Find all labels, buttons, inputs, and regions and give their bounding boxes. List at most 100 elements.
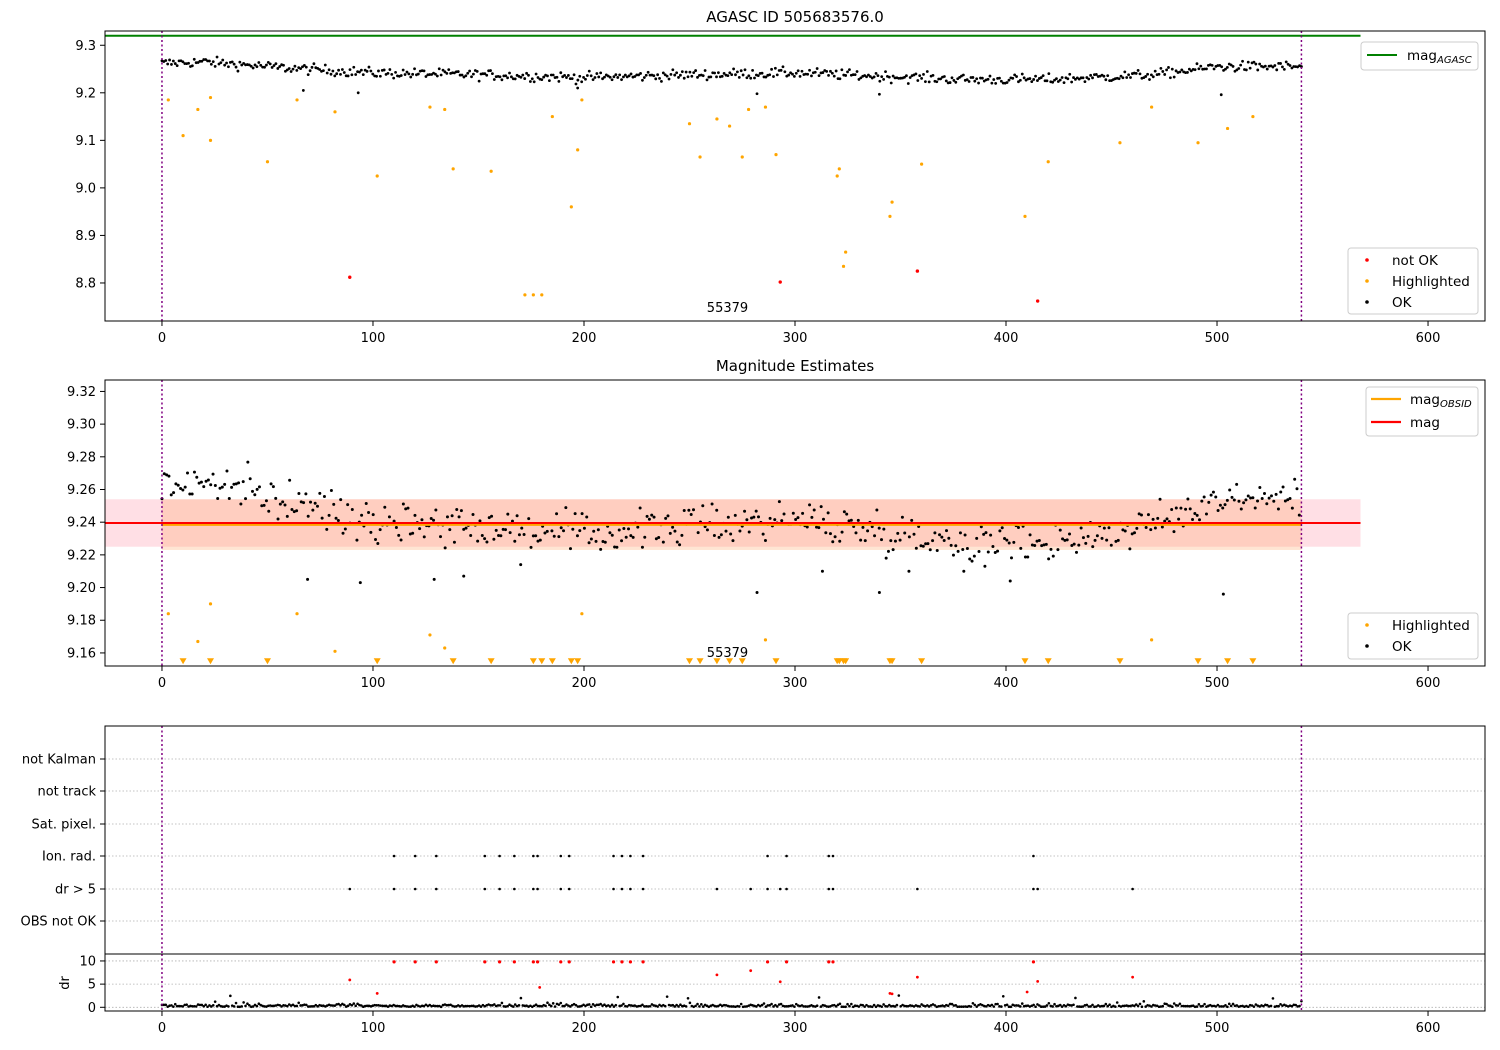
ok-point (311, 508, 315, 512)
dr-ok-point (722, 1003, 726, 1007)
y-tick-label: 9.26 (67, 483, 96, 498)
legend-label: OK (1392, 295, 1413, 311)
ok-point (1066, 77, 1070, 81)
ok-point (773, 518, 777, 522)
ok-point (940, 535, 944, 539)
x-tick-label: 600 (1416, 1021, 1441, 1036)
ok-point (435, 74, 439, 78)
offscale-marker (1249, 658, 1257, 665)
dr-ok-point (679, 1003, 682, 1007)
ok-point (1262, 491, 1266, 495)
dr-gt5-point (567, 887, 571, 891)
ok-point (1219, 93, 1223, 97)
highlighted-point (740, 155, 744, 159)
ok-point (1042, 543, 1046, 547)
dr-ok-point (1045, 1004, 1049, 1007)
ok-point (580, 80, 584, 84)
ok-point (924, 80, 927, 84)
x-tick-label: 500 (1205, 1021, 1230, 1036)
ok-point (441, 68, 445, 72)
ok-point (1028, 77, 1032, 80)
ok-point (783, 70, 787, 74)
ok-point (455, 508, 459, 512)
ok-point (547, 79, 551, 83)
ok-point (545, 529, 549, 533)
legend-label: not OK (1392, 253, 1439, 269)
highlighted-point (523, 293, 527, 297)
ok-point (1163, 73, 1167, 76)
dr-ok-point (954, 1004, 958, 1007)
ok-point (295, 509, 299, 513)
ok-point (925, 70, 929, 73)
dr-ok-point (380, 1004, 384, 1008)
dr-ok-point (774, 1003, 777, 1007)
ok-point (462, 574, 466, 578)
dr-ok-point (350, 1003, 354, 1007)
ok-point (848, 68, 851, 72)
ok-point (595, 72, 599, 75)
offscale-marker (918, 658, 926, 665)
ok-point (947, 536, 951, 540)
highlighted-point (888, 214, 892, 219)
ok-point (673, 529, 677, 533)
ok-point (1139, 513, 1143, 517)
dr-ok-point (591, 1003, 595, 1006)
dr-ok-point (603, 1003, 606, 1007)
ok-point (490, 514, 494, 518)
dr-ok-point (339, 1004, 342, 1007)
ok-point (1083, 80, 1087, 84)
ok-point (977, 549, 981, 553)
ok-point (422, 69, 426, 73)
ok-point (1055, 77, 1058, 81)
dr-ok-point (449, 1003, 452, 1007)
dr-ok-point (1210, 1004, 1214, 1008)
ok-point (880, 538, 884, 542)
dr-ok-point (466, 1004, 470, 1008)
dr-ok-point (794, 1002, 798, 1006)
ok-point (508, 71, 511, 75)
dr-ok-point (1108, 1003, 1111, 1006)
dr-ok-point (684, 1005, 688, 1008)
dr-ok-point (373, 1003, 376, 1007)
dr-ok-point (342, 1003, 346, 1007)
ok-point (872, 75, 876, 79)
ok-point (680, 533, 684, 537)
ok-point (739, 69, 743, 73)
ok-point (1158, 497, 1162, 501)
ok-point (944, 79, 948, 83)
dr-ok-point (234, 1001, 238, 1005)
ok-point (525, 71, 528, 75)
ok-point (1170, 67, 1174, 71)
ok-point (576, 86, 580, 90)
dr-gt5-point (766, 887, 769, 891)
ok-point (973, 79, 977, 83)
ok-point (675, 71, 679, 75)
dr-ok-point (903, 1004, 906, 1008)
dr-ok-point (1091, 1003, 1094, 1007)
dr-ok-point (927, 1005, 931, 1008)
ok-point (306, 73, 310, 77)
dr-ok-point (943, 1005, 946, 1008)
ok-point (994, 82, 998, 85)
dr-ok-point (992, 1005, 996, 1008)
ok-point (552, 534, 556, 538)
dr-ok-point (557, 1003, 561, 1006)
dr-ok-point (918, 1005, 922, 1008)
ok-point (225, 61, 228, 65)
x-tick-label: 200 (572, 676, 597, 691)
ok-point (599, 71, 603, 75)
ok-point (750, 516, 754, 520)
dr-ok-point (337, 1002, 340, 1006)
ok-point (188, 492, 192, 496)
ok-point (1005, 538, 1009, 542)
ok-point (859, 538, 863, 542)
ok-point (832, 74, 836, 78)
highlighted-point (1225, 126, 1230, 131)
offscale-marker (529, 658, 537, 665)
x-tick-label: 0 (158, 331, 166, 346)
dr-ok-point (312, 1005, 316, 1008)
dr-ok-point (251, 1005, 255, 1008)
dr-ok-point (407, 1005, 411, 1008)
ok-point (260, 504, 264, 508)
ok-point (1123, 70, 1127, 74)
